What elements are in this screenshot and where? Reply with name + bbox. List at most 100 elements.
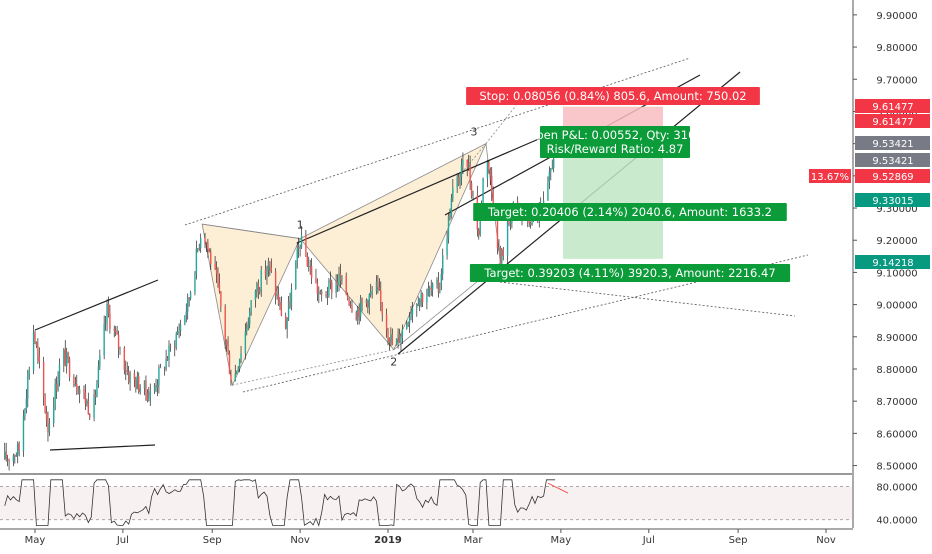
candle-body	[189, 292, 192, 299]
open-pnl-label: Open P&L: 0.00552, Qty: 3103	[527, 128, 702, 142]
candle-body	[472, 195, 474, 197]
candle-body	[224, 306, 226, 341]
candle-body	[4, 451, 6, 460]
target1-label-bg	[473, 203, 787, 221]
candle-body	[284, 315, 287, 330]
candle-body	[14, 455, 16, 457]
candle-body	[496, 211, 499, 249]
target2-label: Target: 0.39203 (4.11%) 3920.3, Amount: …	[483, 266, 775, 280]
candle-body	[459, 177, 461, 185]
price-axis-tick-label: 9.30000	[876, 204, 917, 215]
candle-body	[417, 303, 419, 306]
candle-body	[240, 353, 242, 360]
candle-body	[550, 169, 552, 172]
candle-body	[228, 353, 231, 375]
candle-body	[143, 380, 146, 389]
candle-body	[125, 369, 127, 372]
candle-body	[159, 367, 162, 369]
time-axis-tick-label: May	[551, 535, 572, 546]
candle-body	[83, 389, 85, 393]
candle-body	[55, 383, 58, 391]
candle-body	[447, 216, 450, 239]
candle-body	[280, 301, 283, 316]
candle-body	[48, 423, 51, 433]
candle-body	[156, 384, 159, 389]
candle-body	[24, 409, 26, 417]
candle-body	[148, 396, 150, 401]
price-axis-tick-label: 9.00000	[876, 301, 917, 312]
candle-body	[488, 162, 490, 170]
candle-body	[86, 400, 88, 404]
candle-body	[28, 370, 30, 376]
candle-body	[375, 281, 378, 292]
candle-body	[44, 396, 46, 412]
candle-body	[218, 282, 221, 292]
candle-body	[266, 270, 268, 276]
candle-body	[250, 300, 252, 312]
time-axis-tick-label: Mar	[464, 535, 484, 546]
candle-body	[401, 328, 404, 338]
price-axis-tick-label: 8.60000	[876, 429, 917, 440]
candle-body	[174, 346, 176, 348]
oscillator-axis-tick-label: 40.0000	[876, 516, 917, 527]
candle-body	[205, 242, 208, 244]
candle-body	[145, 380, 147, 393]
candle-body	[429, 287, 431, 289]
candle-body	[316, 282, 319, 295]
flag-support-line	[499, 281, 796, 317]
candle-body	[426, 295, 428, 303]
candle-body	[117, 334, 120, 349]
candle-body	[270, 266, 272, 272]
candle-body	[246, 328, 248, 332]
price-badge-bg	[855, 136, 930, 150]
candle-body	[225, 340, 228, 346]
pattern-leg-xa	[202, 223, 301, 240]
price-badge-prefix-bg	[809, 169, 851, 183]
target1-label: Target: 0.20406 (2.14%) 2040.6, Amount: …	[487, 205, 772, 219]
oscillator-line	[4, 479, 556, 527]
candle-body	[469, 164, 471, 184]
candle-body	[400, 337, 402, 343]
candle-body	[440, 274, 443, 284]
candle-body	[269, 261, 271, 267]
candle-body	[8, 459, 10, 462]
candle-body	[38, 355, 41, 362]
candle-body	[230, 374, 232, 382]
price-axis-tick-label: 9.70000	[876, 75, 917, 86]
candle-body	[552, 158, 555, 168]
time-axis-tick-label: Jul	[642, 535, 655, 546]
candle-body	[326, 295, 329, 297]
candle-body	[436, 279, 438, 284]
candle-body	[341, 275, 343, 281]
candle-body	[398, 334, 401, 343]
candle-body	[430, 288, 432, 290]
time-axis-tick-label: Nov	[816, 535, 836, 546]
candle-body	[319, 291, 321, 294]
candle-body	[87, 400, 90, 415]
price-badge-bg	[855, 114, 930, 128]
candle-body	[385, 314, 388, 330]
candle-body	[329, 280, 332, 283]
candle-body	[380, 290, 382, 303]
candle-body	[406, 322, 408, 329]
candle-body	[93, 394, 95, 418]
candle-body	[214, 263, 216, 269]
price-axis-tick-label: 9.80000	[876, 43, 917, 54]
candle-body	[138, 376, 140, 392]
pattern-retrace-line	[232, 349, 394, 386]
candle-body	[346, 294, 349, 299]
oscillator-band	[0, 486, 852, 520]
candle-body	[416, 303, 418, 308]
candle-body	[210, 252, 212, 264]
candle-body	[462, 160, 464, 166]
candle-body	[68, 358, 71, 378]
candle-body	[32, 332, 35, 371]
candle-body	[58, 364, 61, 381]
candle-body	[198, 247, 200, 249]
candle-body	[195, 248, 198, 275]
price-badge-label: 9.52869	[872, 172, 913, 183]
position-labels-layer: Stop: 0.08056 (0.84%) 805.6, Amount: 750…	[466, 87, 791, 282]
candle-body	[126, 371, 128, 373]
